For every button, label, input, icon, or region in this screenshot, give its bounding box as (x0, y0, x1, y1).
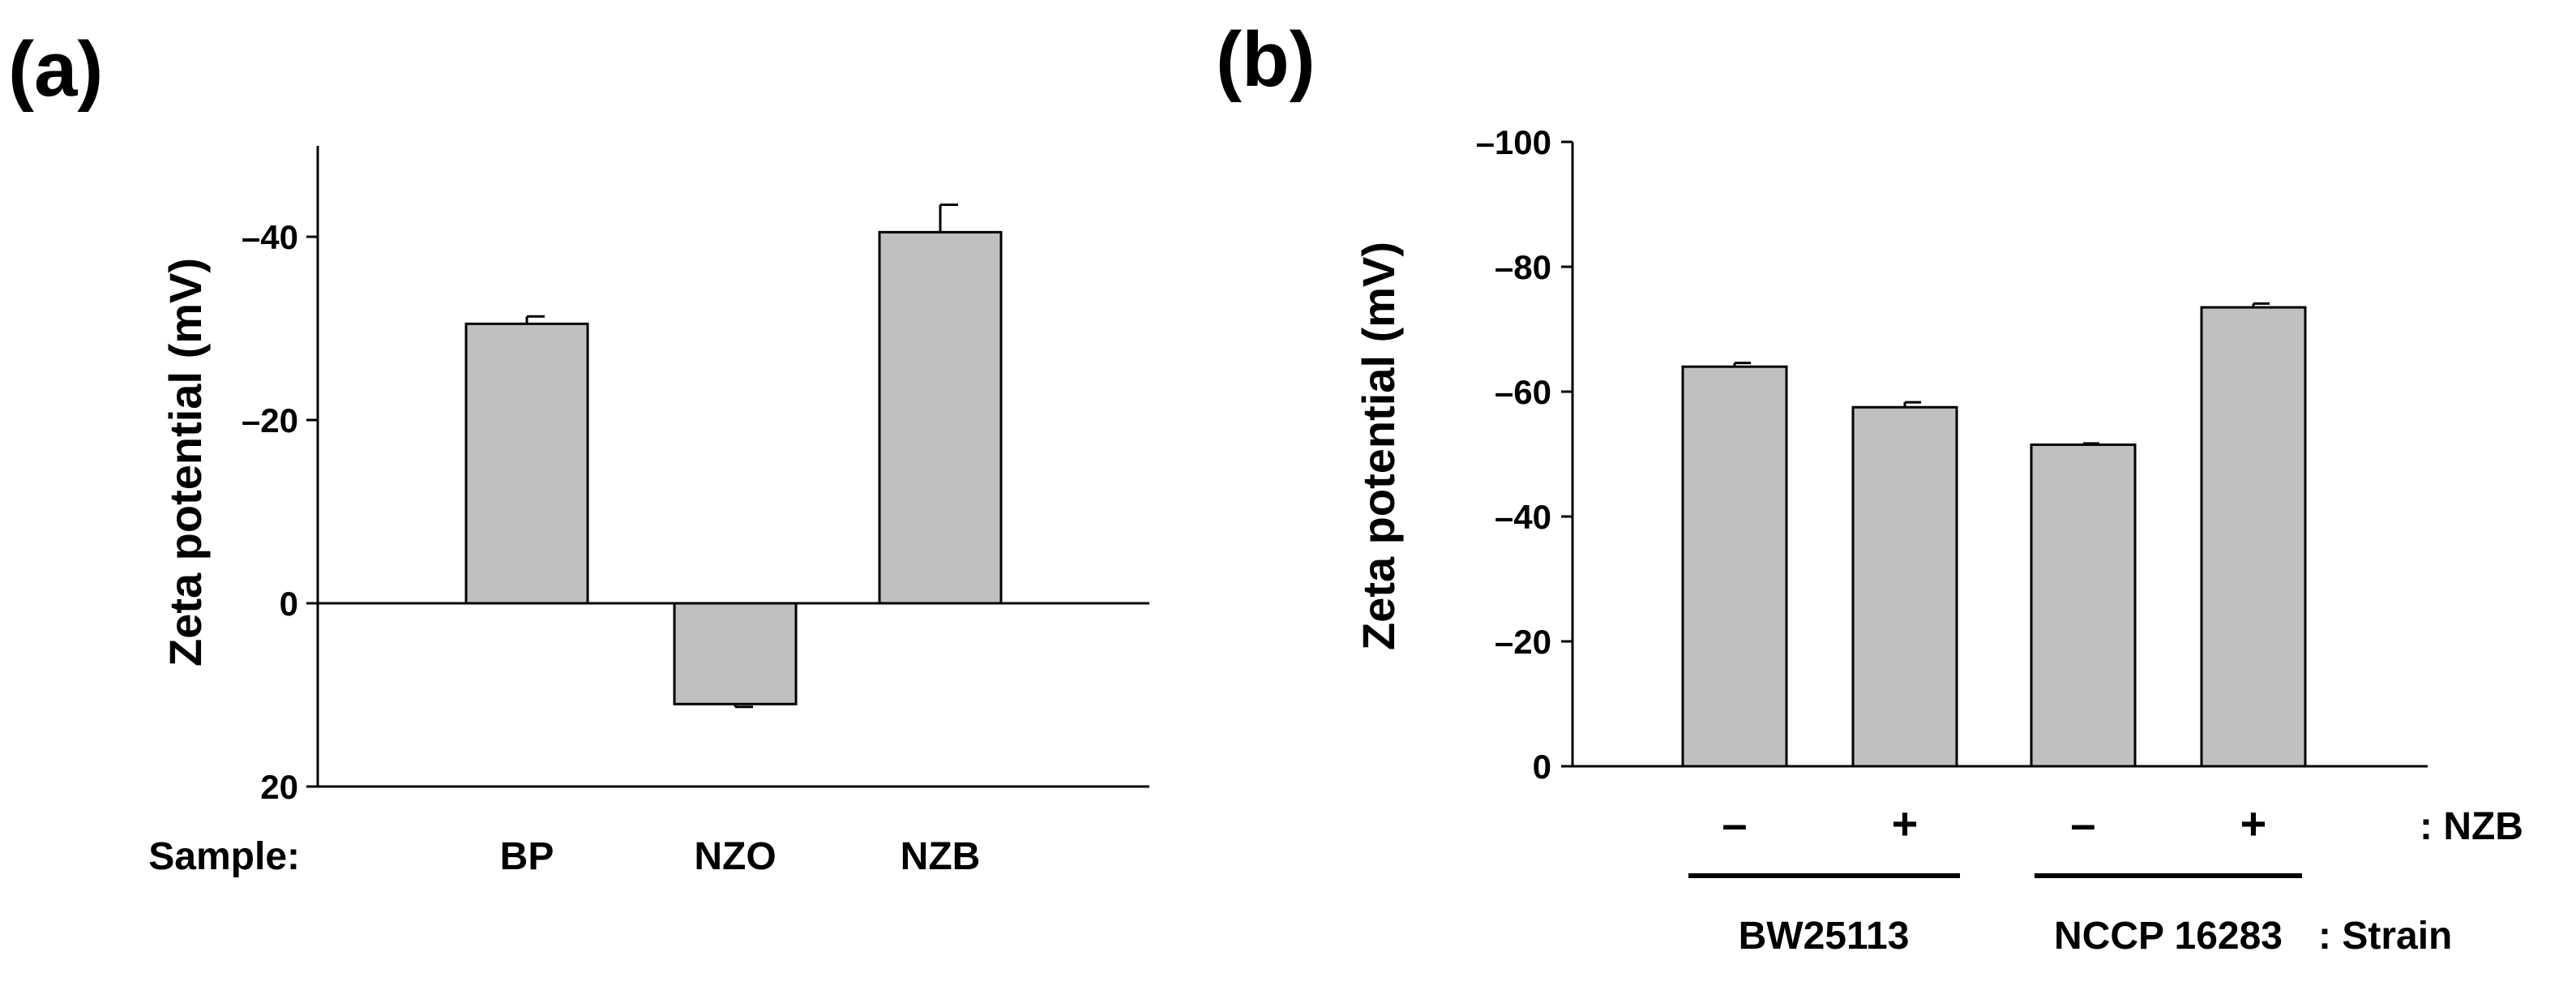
panel-a-bar (673, 602, 798, 705)
panel-b-y-ticks: 0 –20 –40 –60 –80 –100 (1476, 123, 1573, 786)
panel-a-y-ticks: 20 0 –20 –40 (242, 218, 318, 806)
panel-b-bars (1681, 302, 2307, 768)
panel-b-bar (1681, 365, 1788, 768)
panel-b-bar (2200, 306, 2307, 768)
panel-a-bar (464, 322, 589, 605)
panel-b-y-tick-label: 0 (1533, 748, 1551, 786)
panel-b-treatment-signs: – + – + (1722, 798, 2266, 849)
panel-a-category-label: BP (500, 835, 554, 878)
panel-b-strain-label: : Strain (2318, 915, 2452, 958)
panel-a-y-axis-label: Zeta potential (mV) (160, 258, 211, 667)
panel-b-treatment-sign: + (2240, 798, 2267, 849)
panel-b-y-axis-label: Zeta potential (mV) (1353, 242, 1404, 650)
panel-b-y-tick-label: –40 (1495, 498, 1551, 536)
panel-a-category-label: NZB (901, 835, 981, 878)
panel-b-bar (1851, 405, 1958, 768)
panel-a: (a) Zeta potential (mV) 20 0 –20 –40 Sample… (8, 26, 1149, 878)
panel-b-y-tick-label: –100 (1476, 123, 1551, 161)
panel-b-group-label-bw25113: BW25113 (1739, 915, 1910, 958)
panel-a-y-tick-label: 20 (260, 768, 298, 806)
panel-a-bars (464, 203, 1003, 709)
panel-a-y-tick-label: –20 (242, 401, 298, 439)
panel-b-y-tick-label: –60 (1495, 373, 1551, 411)
panel-b-group-label-nccp16283: NCCP 16283 (2054, 915, 2283, 958)
panel-b-treatment-label: : NZB (2420, 805, 2523, 848)
panel-a-bar (878, 230, 1003, 605)
panel-b-treatment-sign: – (1722, 798, 1747, 849)
panel-a-category-axis-label: Sample: (148, 835, 300, 878)
panel-a-category-labels: BP NZO NZB (500, 835, 981, 878)
panel-a-y-tick-label: 0 (280, 585, 298, 623)
panel-b-label: (b) (1216, 16, 1316, 103)
panel-a-y-tick-label: –40 (242, 218, 298, 256)
panel-b-y-tick-label: –80 (1495, 248, 1551, 286)
panel-b-bar (2030, 443, 2137, 768)
panel-a-category-label: NZO (694, 835, 776, 878)
panel-b-y-tick-label: –20 (1495, 623, 1551, 661)
panel-b-treatment-sign: – (2070, 798, 2095, 849)
panel-b: (b) Zeta potential (mV) 0 –20 –40 –60 –80 –10… (1216, 16, 2523, 958)
panel-a-label: (a) (8, 26, 103, 113)
panel-b-treatment-sign: + (1892, 798, 1919, 849)
